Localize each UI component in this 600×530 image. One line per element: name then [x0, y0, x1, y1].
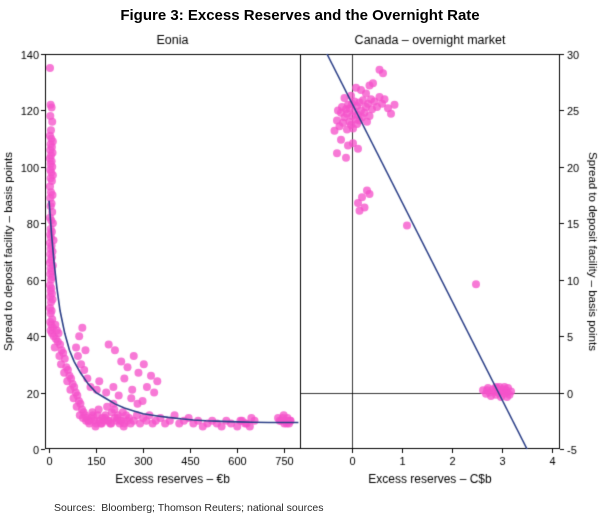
figure: Figure 3: Excess Reserves and the Overni…: [0, 7, 600, 514]
figure-title: Figure 3: Excess Reserves and the Overni…: [120, 7, 480, 24]
sources-note: Sources: Bloomberg; Thomson Reuters; nat…: [54, 502, 324, 514]
chart-canvas: [0, 27, 600, 497]
